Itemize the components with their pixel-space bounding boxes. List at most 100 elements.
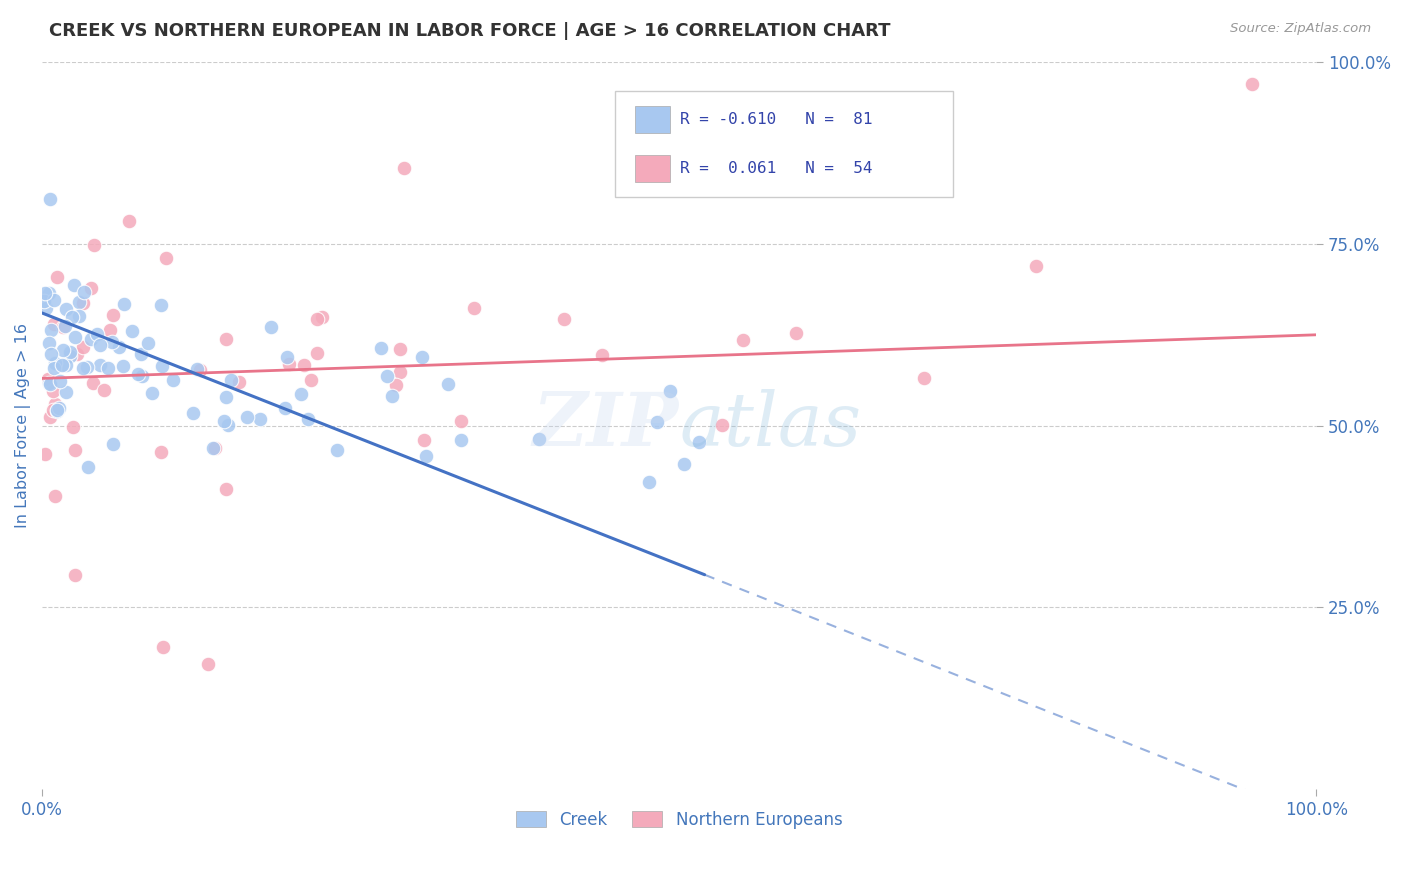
Point <box>290 386 312 401</box>
Point <box>276 351 298 365</box>
Point <box>39 377 62 392</box>
Point <box>41 384 63 399</box>
Point <box>219 373 242 387</box>
Point <box>52 343 75 357</box>
Point <box>49 374 72 388</box>
Point <box>62 419 84 434</box>
Point <box>51 359 73 373</box>
Point <box>89 358 111 372</box>
Point <box>53 318 76 333</box>
Point <box>39 410 62 425</box>
Point <box>37 372 59 386</box>
Point <box>228 375 250 389</box>
Point <box>100 323 122 337</box>
Point <box>80 281 103 295</box>
Point <box>186 361 208 376</box>
Point <box>307 312 329 326</box>
Point <box>42 403 65 417</box>
Point <box>1241 77 1264 91</box>
Point <box>659 384 682 398</box>
Point <box>155 251 177 265</box>
Point <box>72 360 94 375</box>
Point <box>93 383 115 397</box>
Point <box>83 238 105 252</box>
Point <box>108 340 131 354</box>
Text: R =  0.061   N =  54: R = 0.061 N = 54 <box>681 161 873 176</box>
Point <box>42 317 65 331</box>
Text: atlas: atlas <box>679 390 862 462</box>
Point <box>197 657 219 672</box>
Text: CREEK VS NORTHERN EUROPEAN IN LABOR FORCE | AGE > 16 CORRELATION CHART: CREEK VS NORTHERN EUROPEAN IN LABOR FORC… <box>49 22 891 40</box>
Point <box>60 310 83 324</box>
Point <box>32 294 55 309</box>
Point <box>46 404 69 418</box>
Point <box>299 373 322 387</box>
Point <box>215 390 238 404</box>
Point <box>97 361 120 376</box>
Point <box>392 161 415 176</box>
Point <box>202 442 225 456</box>
Point <box>181 406 204 420</box>
Point <box>274 401 297 416</box>
Point <box>450 414 472 428</box>
Point <box>63 277 86 292</box>
Text: ZIP: ZIP <box>533 390 679 462</box>
FancyBboxPatch shape <box>616 91 953 196</box>
Point <box>65 329 87 343</box>
Point <box>38 376 60 390</box>
Point <box>77 459 100 474</box>
Point <box>39 192 62 206</box>
Point <box>149 298 172 312</box>
Point <box>437 376 460 391</box>
Point <box>121 324 143 338</box>
Point <box>118 213 141 227</box>
Point <box>39 347 62 361</box>
Point <box>385 378 408 392</box>
Point <box>55 301 77 316</box>
Point <box>39 323 62 337</box>
Point <box>55 358 77 372</box>
Point <box>34 301 56 315</box>
Point <box>217 418 239 433</box>
Point <box>34 447 56 461</box>
Point <box>297 412 319 426</box>
Point <box>59 349 82 363</box>
Point <box>111 359 134 373</box>
Point <box>58 344 80 359</box>
Point <box>149 445 172 459</box>
Point <box>326 442 349 457</box>
Point <box>38 336 60 351</box>
Point <box>370 341 392 355</box>
Point <box>72 295 94 310</box>
Point <box>162 372 184 386</box>
Point <box>912 370 935 384</box>
Point <box>591 348 613 362</box>
Y-axis label: In Labor Force | Age > 16: In Labor Force | Age > 16 <box>15 323 31 528</box>
Point <box>45 270 67 285</box>
Point <box>127 367 149 381</box>
Point <box>413 434 436 448</box>
Point <box>129 347 152 361</box>
Point <box>82 376 104 390</box>
Point <box>67 309 90 323</box>
Point <box>381 389 404 403</box>
Point <box>711 417 734 432</box>
Point <box>277 357 299 371</box>
Point <box>66 347 89 361</box>
Bar <box>634 106 671 133</box>
Point <box>212 414 235 428</box>
Point <box>645 415 668 429</box>
Point <box>103 437 125 451</box>
Point <box>44 293 66 308</box>
Point <box>136 335 159 350</box>
Point <box>688 435 710 450</box>
Point <box>292 358 315 372</box>
Point <box>101 308 124 322</box>
Point <box>44 489 66 503</box>
Point <box>65 568 87 582</box>
Point <box>375 369 398 384</box>
Point <box>38 286 60 301</box>
Point <box>48 401 70 415</box>
Point <box>411 350 433 364</box>
Point <box>86 326 108 341</box>
